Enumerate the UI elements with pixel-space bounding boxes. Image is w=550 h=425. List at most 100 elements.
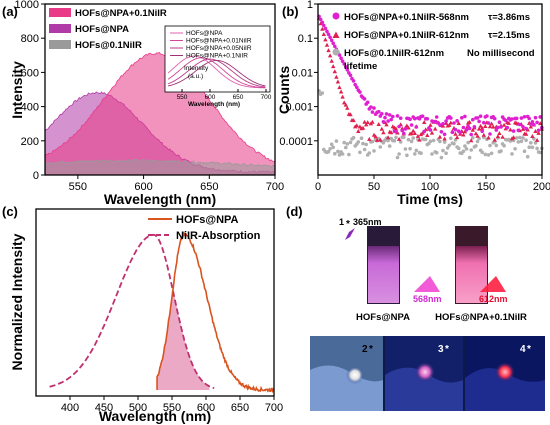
- b-point-1: [438, 123, 442, 127]
- b-point-3: [430, 152, 434, 156]
- b-point-2: [478, 123, 483, 128]
- b-point-3: [381, 141, 386, 145]
- b-point-3: [494, 143, 499, 148]
- b-point-3: [392, 139, 397, 143]
- b-point-3: [527, 145, 531, 149]
- b-point-3: [538, 150, 542, 155]
- b-point-1: [351, 79, 356, 83]
- b-point-3: [463, 144, 467, 148]
- b-point-2: [506, 120, 511, 125]
- b-point-3: [439, 155, 444, 160]
- b-point-1: [488, 132, 492, 136]
- photo-2-sample: [346, 366, 364, 384]
- legend-a-2: HOFs@NPA: [75, 24, 129, 35]
- b-point-2: [420, 130, 425, 135]
- b-point-3: [409, 139, 414, 144]
- uv-lamp-beam-icon: [345, 228, 355, 240]
- panel-c-xlabel: Wavelength (nm): [99, 408, 211, 424]
- photo-3-glove: [385, 367, 463, 411]
- b-point-1: [522, 115, 527, 119]
- b-point-1: [460, 116, 464, 120]
- b-point-2: [329, 58, 334, 63]
- c-xtick-label: 650: [231, 402, 249, 414]
- b-point-1: [414, 125, 419, 129]
- b-point-3: [474, 144, 478, 148]
- b-point-2: [442, 136, 447, 141]
- spectrum-a-3: [44, 158, 276, 176]
- b-point-2: [429, 130, 435, 135]
- b-point-2: [334, 74, 339, 79]
- b-point-1: [444, 119, 448, 123]
- b-xtick-label: 100: [421, 181, 439, 193]
- b-point-3: [414, 148, 419, 153]
- legend-marker-b-1: [332, 12, 340, 20]
- b-point-3: [378, 145, 383, 149]
- b-point-1: [439, 130, 444, 134]
- b-point-1: [530, 120, 535, 124]
- panel-c-axes: [35, 208, 275, 397]
- b-point-3: [362, 147, 367, 152]
- b-point-1: [409, 123, 414, 127]
- b-point-2: [362, 119, 367, 124]
- b-ytick-label: 0.01: [292, 67, 313, 79]
- b-point-1: [320, 20, 325, 25]
- inset-legend-label: HOFs@NPA+0.05NiIR: [186, 45, 252, 52]
- b-point-1: [333, 44, 337, 49]
- b-point-1: [510, 117, 514, 121]
- b-point-3: [533, 141, 538, 145]
- b-point-1: [376, 109, 381, 114]
- b-point-3: [411, 136, 416, 140]
- b-point-1: [369, 105, 373, 109]
- a-ytick-label: 200: [21, 136, 39, 148]
- b-point-3: [423, 137, 428, 142]
- b-point-2: [417, 137, 422, 142]
- panel-c-ticks: 400 450 500 550 600 650 700: [61, 396, 283, 414]
- b-point-1: [326, 32, 331, 37]
- b-point-3: [359, 136, 364, 140]
- b-point-2: [538, 121, 543, 126]
- b-point-3: [524, 138, 528, 142]
- b-point-2: [489, 121, 494, 126]
- photo-2-glove: [310, 365, 383, 411]
- b-ytick-label: 1: [307, 0, 313, 11]
- b-point-1: [329, 38, 334, 43]
- b-point-3: [344, 145, 348, 150]
- b-point-2: [443, 120, 449, 125]
- b-point-1: [434, 115, 439, 119]
- b-point-3: [442, 140, 447, 144]
- b-point-3: [444, 151, 448, 155]
- b-point-3: [413, 152, 417, 156]
- legend-b-2-tau: τ=2.15ms: [488, 30, 530, 41]
- b-point-3: [471, 136, 475, 140]
- b-point-3: [456, 146, 461, 151]
- b-point-2: [454, 135, 460, 140]
- excitation-label: 365nm: [353, 217, 382, 227]
- absorption-curve: [49, 233, 215, 389]
- b-point-1: [365, 100, 370, 105]
- b-point-1: [452, 121, 456, 125]
- b-point-2: [497, 131, 502, 135]
- b-point-3: [522, 149, 527, 153]
- b-point-3: [387, 144, 392, 148]
- b-point-2: [338, 89, 344, 94]
- b-point-3: [367, 151, 372, 155]
- step-4-label: 4: [520, 344, 526, 355]
- b-point-1: [348, 73, 353, 78]
- b-point-2: [320, 26, 325, 31]
- b-point-1: [344, 65, 348, 69]
- b-point-3: [431, 138, 436, 143]
- b-point-1: [433, 119, 438, 124]
- panel-b: (b) 0 50 100 150 200 0.0001 0.001 0.01 0.1 1 Coun…: [276, 0, 550, 207]
- b-point-2: [422, 120, 427, 124]
- b-point-1: [395, 114, 400, 118]
- b-point-1: [532, 123, 536, 127]
- b-point-2: [481, 132, 486, 137]
- b-point-2: [433, 126, 438, 131]
- b-point-2: [534, 137, 540, 142]
- b-point-1: [536, 128, 541, 133]
- b-point-1: [472, 125, 477, 129]
- b-point-2: [384, 122, 389, 127]
- b-point-2: [348, 112, 353, 117]
- b-point-1: [492, 116, 497, 121]
- b-point-1: [485, 114, 489, 118]
